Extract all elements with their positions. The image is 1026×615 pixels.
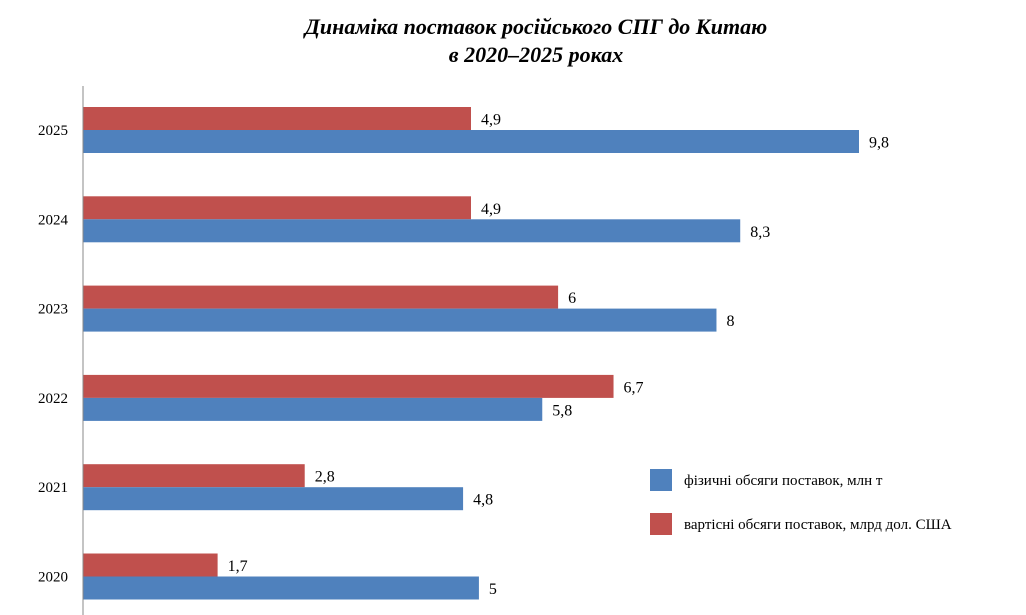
y-tick-labels-group: 2025 2024 2023 2022 2021 2020 (38, 123, 69, 586)
chart-title-line-2: в 2020–2025 роках (449, 42, 623, 67)
data-label-value-2023: 6 (568, 290, 576, 307)
y-tick-label-2022: 2022 (38, 391, 68, 407)
bar-value-2021 (83, 464, 305, 488)
legend: фізичні обсяги поставок, млн т вартісні о… (650, 469, 952, 535)
y-tick-label-2025: 2025 (38, 123, 68, 139)
legend-swatch-value (650, 513, 672, 535)
bar-volume-2020 (83, 576, 479, 600)
bar-value-2023 (83, 285, 559, 309)
data-label-volume-2025: 9,8 (869, 135, 889, 152)
data-label-value-2022: 6,7 (624, 379, 644, 396)
legend-swatch-volume (650, 469, 672, 491)
data-label-value-2021: 2,8 (315, 469, 335, 486)
bar-volume-2024 (83, 219, 741, 243)
data-label-value-2025: 4,9 (481, 112, 501, 129)
y-tick-label-2024: 2024 (38, 212, 69, 228)
data-label-volume-2023: 8 (726, 313, 734, 330)
data-label-volume-2024: 8,3 (750, 224, 770, 241)
legend-label-volume: фізичні обсяги поставок, млн т (684, 473, 883, 489)
data-label-value-2024: 4,9 (481, 201, 501, 218)
data-label-volume-2021: 4,8 (473, 492, 493, 509)
y-tick-label-2021: 2021 (38, 480, 68, 496)
bar-volume-2023 (83, 308, 717, 332)
bar-value-2024 (83, 196, 471, 220)
bar-volume-2022 (83, 397, 543, 421)
legend-label-value: вартісні обсяги поставок, млрд дол. США (684, 517, 952, 533)
data-labels-group: 4,9 9,8 4,9 8,3 6 8 6,7 5,8 2,8 4,8 1,7 5 (228, 112, 889, 599)
bar-value-2022 (83, 374, 614, 398)
data-label-value-2020: 1,7 (228, 558, 248, 575)
bars-group (83, 107, 859, 600)
data-label-volume-2022: 5,8 (552, 402, 572, 419)
y-tick-label-2020: 2020 (38, 570, 68, 586)
data-label-volume-2020: 5 (489, 581, 497, 598)
bar-volume-2021 (83, 487, 464, 511)
bar-value-2020 (83, 553, 218, 577)
chart-title-line-1: Динаміка поставок російського СПГ до Кит… (303, 14, 767, 39)
y-tick-label-2023: 2023 (38, 302, 68, 318)
bar-value-2025 (83, 107, 471, 130)
bar-volume-2025 (83, 130, 859, 153)
